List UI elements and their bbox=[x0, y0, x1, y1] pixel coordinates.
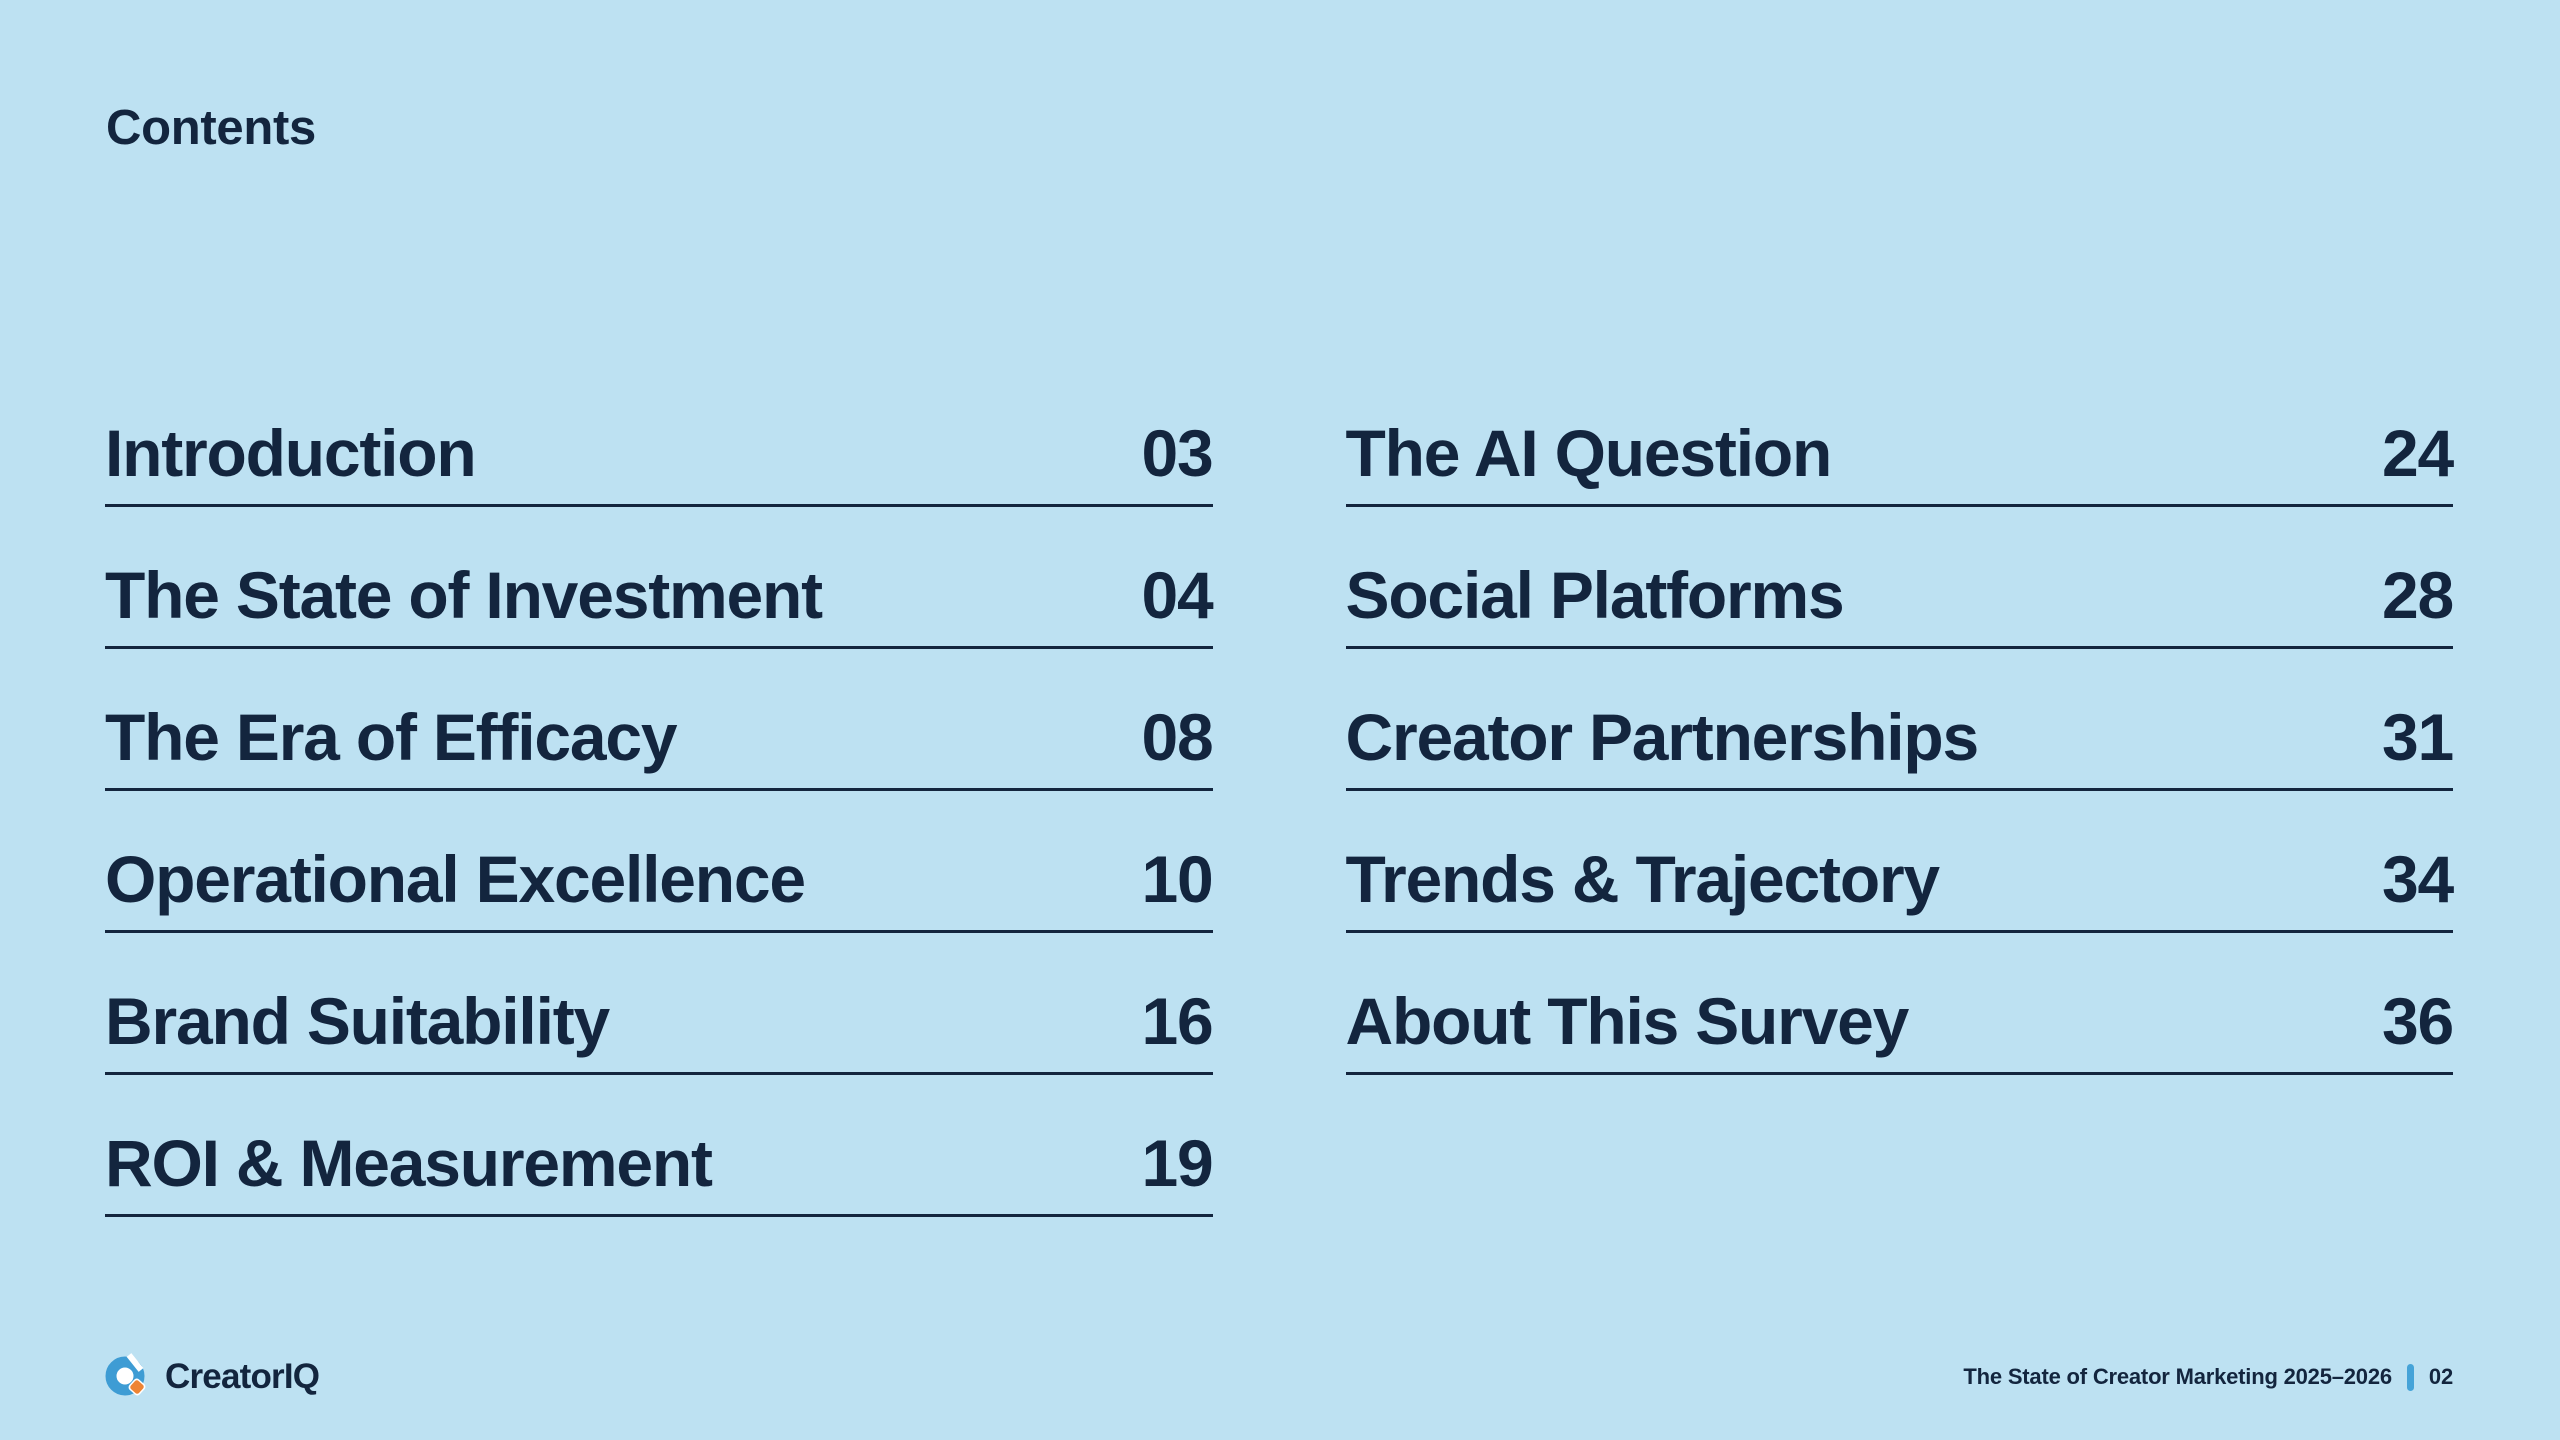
toc-entry-brand-suitability[interactable]: Brand Suitability 16 bbox=[105, 984, 1214, 1075]
creatoriq-logo-mark-icon bbox=[105, 1353, 146, 1396]
toc-entry-page: 28 bbox=[2381, 558, 2454, 632]
toc-entry-label: About This Survey bbox=[1345, 984, 1910, 1058]
toc-entry-operational-excellence[interactable]: Operational Excellence 10 bbox=[105, 842, 1214, 933]
toc-entry-page: 03 bbox=[1141, 416, 1213, 490]
footer-doc-title: The State of Creator Marketing 2025–2026 bbox=[1963, 1364, 2392, 1389]
toc-entry-label: The AI Question bbox=[1345, 416, 1833, 490]
toc-entry-page: 31 bbox=[2381, 700, 2454, 774]
toc-entry-label: Trends & Trajectory bbox=[1345, 842, 1941, 916]
toc-column-right: The AI Question 24 Social Platforms 28 C… bbox=[1345, 416, 2454, 1269]
toc-entry-page: 24 bbox=[2381, 416, 2454, 490]
toc-entry-label: Brand Suitability bbox=[105, 984, 610, 1058]
toc-entry-label: Introduction bbox=[105, 416, 477, 490]
toc-entry-creator-partnerships[interactable]: Creator Partnerships 31 bbox=[1345, 700, 2454, 791]
toc-entry-trends-trajectory[interactable]: Trends & Trajectory 34 bbox=[1345, 842, 2454, 933]
page-title: Contents bbox=[106, 101, 316, 155]
toc-entry-label: Creator Partnerships bbox=[1345, 700, 1980, 774]
toc-entry-label: ROI & Measurement bbox=[105, 1126, 713, 1200]
toc-entry-about-this-survey[interactable]: About This Survey 36 bbox=[1345, 984, 2454, 1075]
toc-entry-page: 10 bbox=[1141, 842, 1213, 916]
toc-entry-era-of-efficacy[interactable]: The Era of Efficacy 08 bbox=[105, 700, 1214, 791]
toc-column-left: Introduction 03 The State of Investment … bbox=[105, 416, 1214, 1269]
toc-entry-introduction[interactable]: Introduction 03 bbox=[105, 416, 1214, 507]
toc-entry-label: Operational Excellence bbox=[105, 842, 806, 916]
toc-entry-label: The Era of Efficacy bbox=[105, 700, 678, 774]
creatoriq-logo: CreatorIQ bbox=[104, 1352, 320, 1402]
table-of-contents: Introduction 03 The State of Investment … bbox=[105, 416, 2454, 1269]
footer-separator-bar bbox=[2406, 1363, 2414, 1391]
toc-entry-page: 08 bbox=[1141, 700, 1213, 774]
brand-wordmark: CreatorIQ bbox=[165, 1357, 320, 1396]
toc-entry-state-of-investment[interactable]: The State of Investment 04 bbox=[105, 558, 1214, 649]
footer-page-number: 02 bbox=[2428, 1364, 2453, 1389]
toc-entry-page: 19 bbox=[1141, 1126, 1213, 1200]
toc-entry-label: The State of Investment bbox=[105, 558, 823, 632]
toc-entry-roi-measurement[interactable]: ROI & Measurement 19 bbox=[105, 1126, 1214, 1217]
footer-meta: The State of Creator Marketing 2025–2026… bbox=[1963, 1352, 2453, 1402]
toc-entry-social-platforms[interactable]: Social Platforms 28 bbox=[1345, 558, 2454, 649]
toc-entry-page: 16 bbox=[1141, 984, 1213, 1058]
toc-entry-ai-question[interactable]: The AI Question 24 bbox=[1345, 416, 2454, 507]
toc-entry-page: 34 bbox=[2381, 842, 2454, 916]
toc-entry-label: Social Platforms bbox=[1345, 558, 1845, 632]
toc-entry-page: 04 bbox=[1141, 558, 1213, 632]
toc-entry-page: 36 bbox=[2381, 984, 2454, 1058]
